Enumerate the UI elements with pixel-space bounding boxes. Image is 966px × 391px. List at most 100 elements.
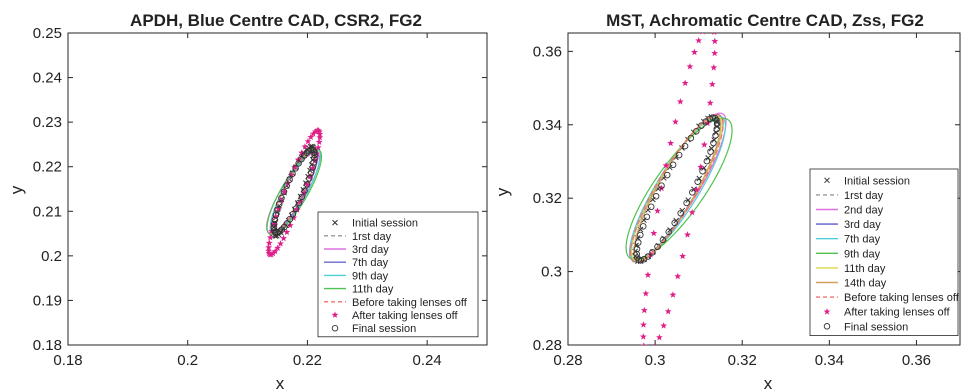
chart-left-series-after-taking-lenses-off-point: [291, 163, 299, 171]
chart-right-series-after-taking-lenses-off-point: [681, 79, 689, 87]
chart-right-ytick-label: 0.28: [533, 337, 562, 354]
chart-left-legend-initial-session-label: Initial session: [352, 218, 418, 230]
chart-right-title: MST, Achromatic Centre CAD, Zss, FG2: [606, 11, 924, 30]
chart-right-xtick-label: 0.28: [553, 352, 582, 369]
chart-right-series-after-taking-lenses-off-point: [642, 290, 650, 297]
chart-right-series-after-taking-lenses-off-point: [669, 291, 677, 298]
chart-right-xtick-label: 0.36: [902, 352, 931, 369]
chart-right-plot-area: [625, 33, 733, 345]
chart-right-series-after-taking-lenses-off-point: [695, 36, 703, 44]
chart-left-series-final-session-point: [286, 215, 294, 223]
chart-left-xtick-label: 0.22: [293, 352, 322, 369]
chart-left-series-after-taking-lenses-off-point: [298, 149, 306, 156]
chart-right-series-after-taking-lenses-off-point: [640, 342, 648, 345]
chart-left-series-final-session-point: [278, 194, 285, 202]
chart-right-series-final-session-point: [693, 127, 700, 135]
chart-right-ytick-label: 0.3: [541, 264, 562, 281]
chart-right-series-final-session-point: [689, 189, 696, 196]
chart-right-xtick-label: 0.3: [645, 352, 666, 369]
chart-right-legend-before-taking-lenses-off-label: Before taking lenses off: [844, 292, 960, 304]
chart-right-series-after-taking-lenses-off-point: [676, 98, 684, 105]
chart-right-series-after-taking-lenses-off-point: [711, 49, 719, 57]
chart-right-series-final-session-point: [683, 199, 690, 207]
chart-right-series-after-taking-lenses-off-point: [667, 139, 675, 147]
chart-right-series-final-session-point: [687, 134, 695, 142]
chart-right-series-after-taking-lenses-off-point: [650, 229, 658, 237]
chart-left-series-final-session-point: [289, 210, 297, 218]
chart-left-series-after-taking-lenses-off-point: [283, 228, 291, 236]
chart-left-ytick-label: 0.25: [33, 25, 62, 42]
chart-right-series-final-session-point: [713, 125, 720, 133]
chart-right: MST, Achromatic Centre CAD, Zss, FG2 x y…: [493, 11, 961, 391]
chart-right-series-after-taking-lenses-off-point: [704, 119, 711, 127]
chart-right-series-final-session-point: [637, 257, 645, 264]
chart-left-series-final-session-point: [272, 211, 280, 219]
chart-right-legend-initial-session-swatch: [824, 177, 830, 184]
chart-left-xtick-label: 0.2: [177, 352, 198, 369]
chart-right-legend-after-taking-lenses-off-label: After taking lenses off: [844, 307, 951, 319]
chart-left-xtick-label: 0.24: [413, 352, 442, 369]
chart-left-series-after-taking-lenses-off-point: [314, 143, 322, 151]
chart-right-series-after-taking-lenses-off-point: [640, 321, 647, 328]
chart-right-series-initial-session-point: [685, 197, 692, 203]
chart-left-series-after-taking-lenses-off-point: [277, 196, 285, 204]
chart-right-series-final-session-point: [698, 122, 705, 129]
chart-right-series-final-session-point: [635, 239, 642, 246]
chart-left-series-final-session-point: [305, 147, 313, 155]
chart-right-legend-7th-day-label: 7th day: [844, 234, 881, 246]
chart-right-series-final-session-point: [663, 171, 671, 179]
chart-left-series-final-session-point: [301, 187, 308, 194]
chart-left-series-after-taking-lenses-off-point: [301, 143, 309, 150]
chart-right-series-final-session-point: [659, 236, 667, 244]
chart-right-series-final-session-point: [665, 228, 672, 236]
chart-right-ylabel: y: [493, 187, 512, 196]
chart-right-series-final-session-point: [707, 148, 714, 155]
chart-left-legend-1rst-day-label: 1rst day: [352, 231, 392, 243]
chart-left-series-after-taking-lenses-off-point: [297, 198, 305, 205]
chart-left-series-final-session-point: [280, 188, 288, 196]
chart-left-series-after-taking-lenses-off-point: [287, 171, 295, 179]
chart-left-series-after-taking-lenses-off-point: [290, 214, 298, 221]
chart-left-series-final-session-point: [310, 159, 317, 166]
chart-left-series-after-taking-lenses-off-point: [304, 137, 312, 145]
chart-right-series-final-session-point: [640, 223, 647, 230]
chart-left-series-after-taking-lenses-off-point: [265, 247, 273, 254]
chart-left-series-final-session-point: [276, 200, 283, 208]
chart-right-legend-final-session-swatch: [823, 323, 831, 330]
chart-right-series-after-taking-lenses-off-point: [700, 33, 705, 35]
chart-left-series-final-session-point: [310, 147, 317, 154]
chart-left-series-after-taking-lenses-off-point: [315, 138, 323, 146]
chart-left-ytick-label: 0.24: [33, 70, 62, 87]
chart-right-legend-14th-day-label: 14th day: [844, 278, 887, 290]
chart-right-series-final-session-point: [649, 249, 656, 256]
chart-left-series-after-taking-lenses-off-point: [312, 127, 319, 135]
chart-left-series-after-taking-lenses-off-point: [286, 221, 294, 229]
chart-left-plot-area: [265, 126, 324, 258]
chart-left-xlabel: x: [276, 374, 285, 391]
chart-right-series-final-session-point: [703, 157, 711, 165]
chart-right-series-after-taking-lenses-off-point: [710, 64, 718, 71]
chart-left-series-final-session-point: [298, 193, 306, 201]
chart-right-series-after-taking-lenses-off-point: [691, 48, 698, 56]
chart-right-series-after-taking-lenses-off-point: [711, 37, 719, 45]
chart-left-ytick-label: 0.2: [41, 248, 62, 265]
chart-left-series-after-taking-lenses-off-point: [265, 249, 273, 257]
chart-right-series-after-taking-lenses-off-point: [706, 99, 714, 106]
chart-right-ytick-label: 0.34: [533, 117, 562, 134]
chart-left-series-after-taking-lenses-off-point: [316, 134, 324, 141]
chart-left-series-final-session-point: [292, 205, 300, 212]
chart-left-series-after-taking-lenses-off-point: [281, 188, 288, 195]
chart-right-series-final-session-point: [712, 132, 719, 139]
chart-left-ylabel: y: [7, 185, 26, 194]
chart-right-series-after-taking-lenses-off-point: [686, 62, 694, 70]
chart-left-series-final-session-point: [292, 165, 299, 172]
chart-right-legend-2nd-day-label: 2nd day: [844, 205, 884, 217]
chart-left-series-after-taking-lenses-off-point: [267, 251, 275, 258]
chart-right-ytick-label: 0.36: [533, 43, 562, 60]
chart-right-series-final-session-point: [643, 213, 651, 221]
chart-left-series-after-taking-lenses-off-point: [309, 130, 317, 137]
chart-left-series-final-session-point: [271, 228, 279, 236]
chart-left-legend-after-taking-lenses-off-label: After taking lenses off: [352, 310, 459, 322]
chart-left-series-final-session-point: [276, 228, 283, 235]
chart-left-series-final-session-point: [283, 182, 290, 189]
